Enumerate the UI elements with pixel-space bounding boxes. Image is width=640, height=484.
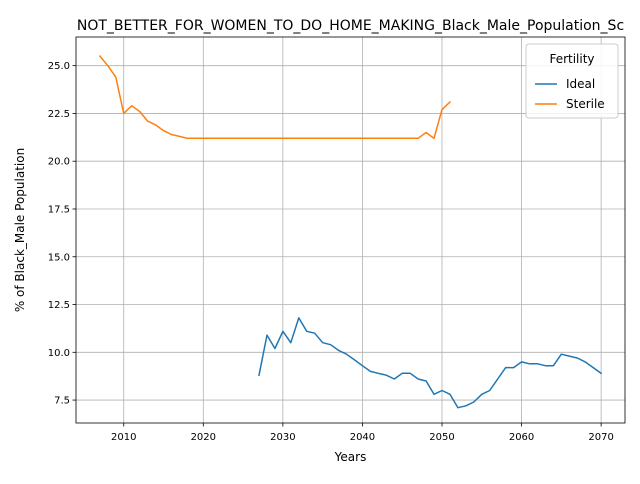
y-tick-label: 20.0 (48, 157, 70, 168)
y-tick-label: 7.5 (54, 396, 70, 407)
y-tick-label: 22.5 (48, 109, 70, 120)
plot-area-frame (75, 36, 626, 424)
chart-title: NOT_BETTER_FOR_WOMEN_TO_DO_HOME_MAKING_B… (77, 18, 624, 34)
y-tick-label: 25.0 (48, 61, 70, 72)
x-tick-label: 2030 (270, 432, 295, 443)
y-axis-label: % of Black_Male Population (13, 148, 27, 312)
y-tick-label: 15.0 (48, 252, 70, 263)
legend-title: Fertility (549, 52, 594, 66)
x-tick-label: 2070 (588, 432, 613, 443)
legend-box (525, 43, 619, 119)
axis-ticks: 2010 2020 2030 2040 2050 2060 2070 7.5 10.0 12.5 1… (48, 61, 614, 443)
series-lines (98, 55, 603, 409)
series-line-ideal (258, 317, 603, 409)
y-tick-label: 10.0 (48, 348, 70, 359)
grid-lines (76, 37, 625, 423)
x-tick-label: 2010 (111, 432, 136, 443)
series-line-sterile (98, 55, 452, 140)
legend-label-ideal: Ideal (566, 77, 595, 91)
x-tick-label: 2050 (429, 432, 454, 443)
legend-label-sterile: Sterile (566, 97, 605, 111)
y-tick-label: 12.5 (48, 300, 70, 311)
x-tick-label: 2060 (509, 432, 534, 443)
x-tick-label: 2040 (350, 432, 375, 443)
legend: Fertility Ideal Sterile (525, 43, 619, 119)
x-axis-label: Years (334, 450, 367, 464)
x-tick-label: 2020 (191, 432, 216, 443)
y-tick-label: 17.5 (48, 204, 70, 215)
